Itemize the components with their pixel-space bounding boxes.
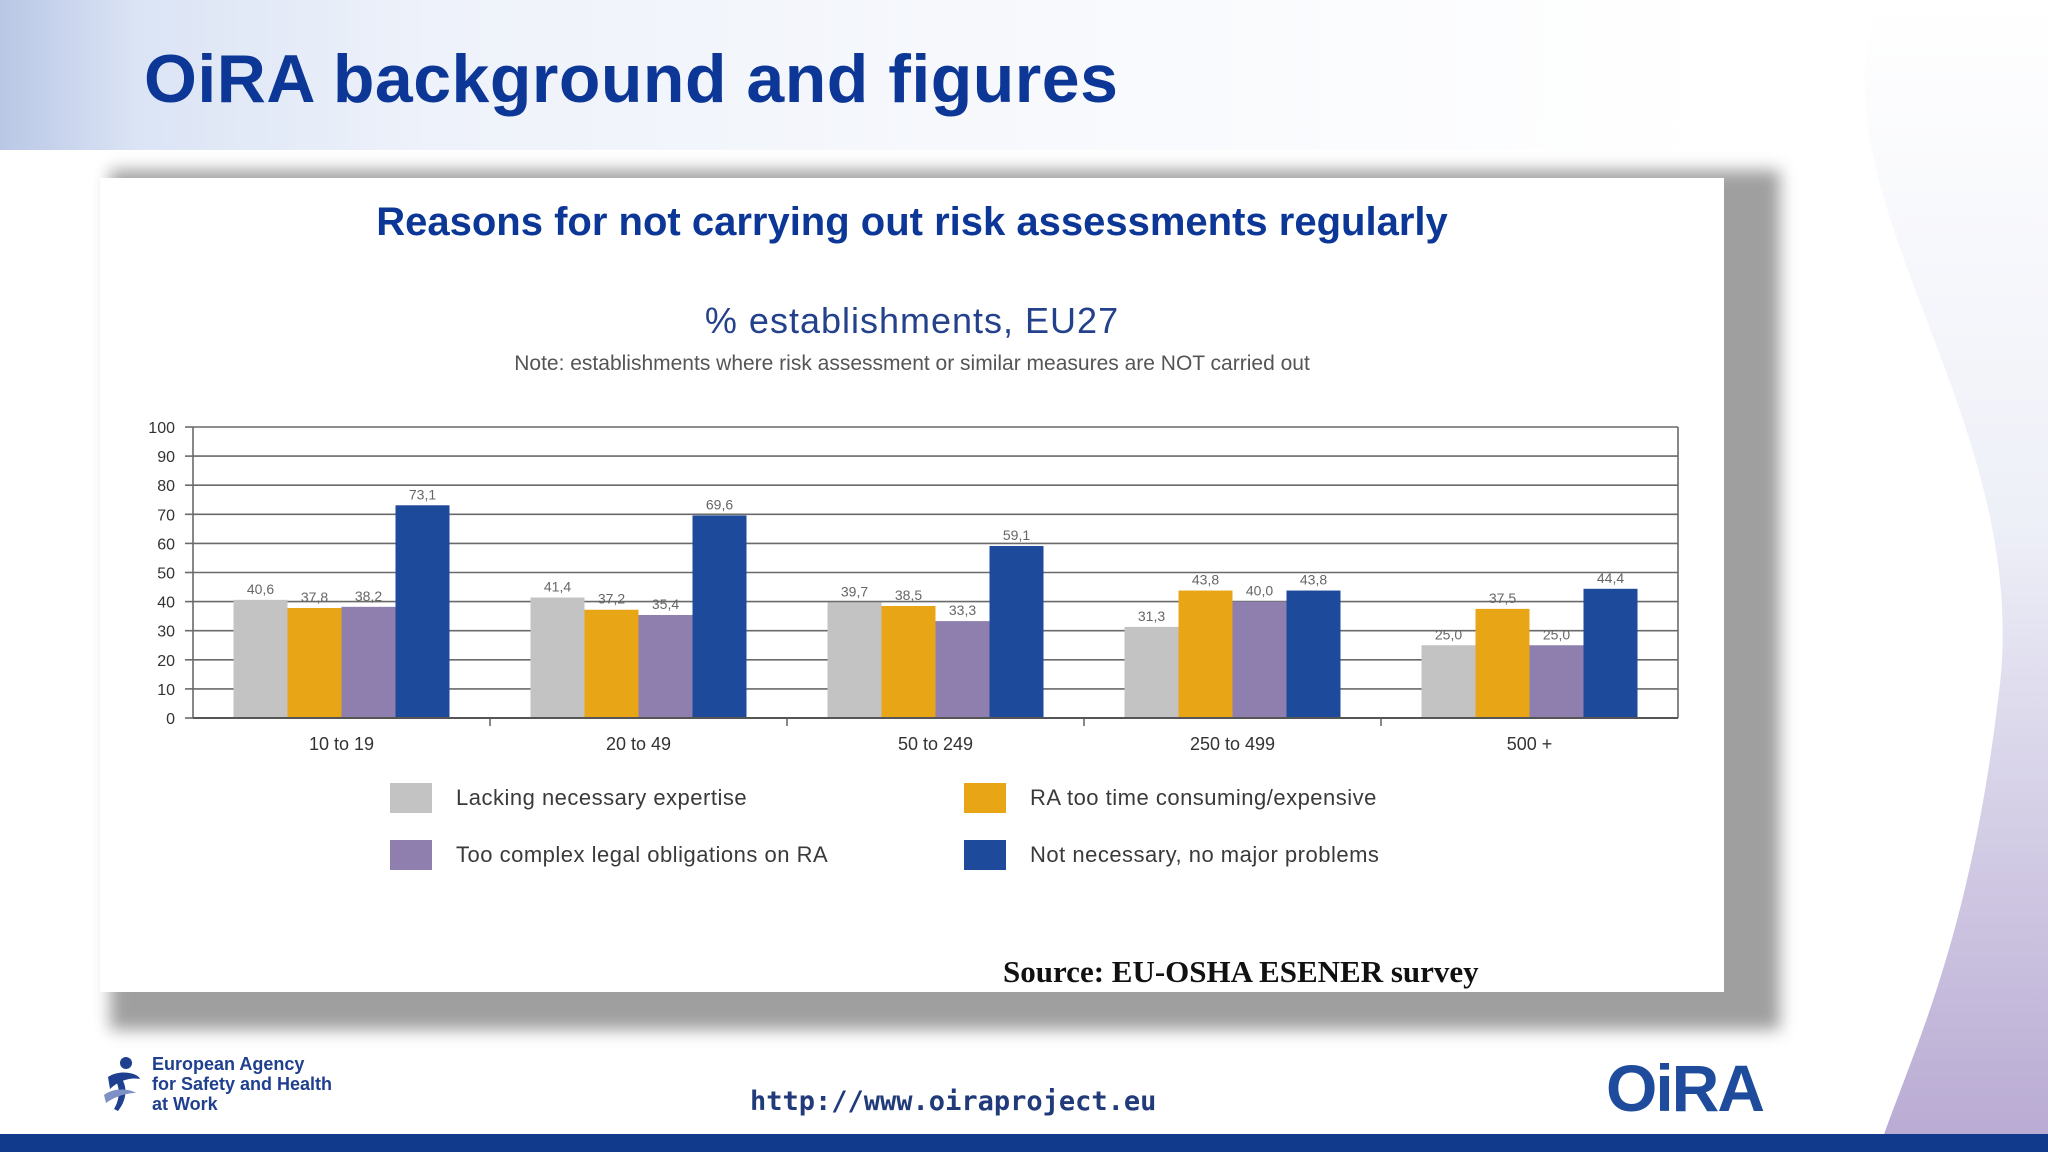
- data-label: 69,6: [706, 496, 733, 512]
- y-tick-label: 20: [157, 653, 175, 670]
- footer-bar: [0, 1134, 2048, 1152]
- legend-label: Not necessary, no major problems: [1030, 842, 1380, 867]
- data-label: 33,3: [949, 602, 976, 618]
- agency-logo-icon: [104, 1057, 140, 1111]
- bar: [1529, 645, 1584, 718]
- bar: [827, 602, 882, 718]
- bar: [233, 599, 288, 718]
- data-label: 43,8: [1192, 572, 1219, 588]
- data-label: 40,6: [247, 581, 274, 597]
- bar: [395, 505, 450, 718]
- bar: [1583, 588, 1638, 718]
- chart-subtitle: Note: establishments where risk assessme…: [514, 352, 1310, 375]
- bar: [287, 608, 342, 718]
- data-label: 73,1: [409, 486, 436, 502]
- y-tick-label: 70: [157, 507, 175, 524]
- legend-label: Lacking necessary expertise: [456, 785, 748, 810]
- data-label: 38,2: [355, 588, 382, 604]
- x-tick-label: 50 to 249: [898, 734, 973, 754]
- y-tick-label: 10: [157, 682, 175, 699]
- data-label: 43,8: [1300, 572, 1327, 588]
- bar: [935, 621, 990, 718]
- data-label: 31,3: [1138, 608, 1165, 624]
- agency-line: European Agency: [152, 1054, 305, 1074]
- data-label: 44,4: [1597, 570, 1624, 586]
- data-label: 37,2: [598, 591, 625, 607]
- bar: [584, 609, 639, 718]
- bar: [638, 614, 693, 718]
- agency-line: at Work: [152, 1094, 218, 1114]
- y-tick-label: 60: [157, 536, 175, 553]
- bar: [1475, 608, 1530, 718]
- y-tick-label: 40: [157, 595, 175, 612]
- legend-item-not-necessary: Not necessary, no major problems: [964, 840, 1379, 870]
- legend-item-time-consuming: RA too time consuming/expensive: [964, 783, 1377, 813]
- y-tick-label: 80: [157, 478, 175, 495]
- legend-swatch: [964, 783, 1006, 813]
- bar: [989, 546, 1044, 718]
- legend-label: Too complex legal obligations on RA: [456, 842, 829, 867]
- bar: [1124, 626, 1179, 718]
- legend-item-expertise: Lacking necessary expertise: [390, 783, 747, 813]
- bar: [1286, 590, 1341, 718]
- legend-label: RA too time consuming/expensive: [1030, 785, 1377, 810]
- data-label: 59,1: [1003, 527, 1030, 543]
- data-label: 37,8: [301, 589, 328, 605]
- bar: [341, 606, 396, 718]
- agency-logo-block: European Agency for Safety and Health at…: [100, 1054, 332, 1114]
- project-url-link[interactable]: http://www.oiraproject.eu: [750, 1086, 1157, 1117]
- data-label: 41,4: [544, 579, 571, 595]
- y-tick-label: 100: [148, 420, 175, 437]
- data-label: 37,5: [1489, 590, 1516, 606]
- oira-logo: OiRA: [1606, 1051, 1765, 1125]
- bar: [1178, 590, 1233, 718]
- agency-name: European Agency for Safety and Health at…: [152, 1054, 332, 1114]
- legend-swatch: [390, 783, 432, 813]
- panel-title: Reasons for not carrying out risk assess…: [376, 200, 1448, 244]
- bar: [881, 605, 936, 718]
- chart-title: % establishments, EU27: [704, 300, 1120, 341]
- data-label: 35,4: [652, 596, 679, 612]
- legend-swatch: [964, 840, 1006, 870]
- x-tick-label: 20 to 49: [606, 734, 671, 754]
- x-tick-label: 500 +: [1507, 734, 1553, 754]
- right-decorative-curve: [1864, 0, 2048, 1152]
- data-label: 25,0: [1435, 626, 1462, 642]
- data-label: 40,0: [1246, 583, 1273, 599]
- data-label: 38,5: [895, 587, 922, 603]
- chart-panel: [100, 178, 1724, 992]
- bar: [1421, 645, 1476, 718]
- slide-title: OiRA background and figures: [144, 41, 1119, 117]
- bar: [530, 597, 585, 718]
- y-tick-label: 30: [157, 624, 175, 641]
- y-tick-label: 50: [157, 566, 175, 583]
- title-band: [0, 0, 1720, 150]
- y-tick-label: 0: [166, 711, 175, 728]
- data-label: 25,0: [1543, 626, 1570, 642]
- agency-line: for Safety and Health: [152, 1074, 333, 1094]
- x-tick-label: 10 to 19: [309, 734, 374, 754]
- legend-swatch: [390, 840, 432, 870]
- y-tick-label: 90: [157, 449, 175, 466]
- legend-item-legal-obligations: Too complex legal obligations on RA: [390, 840, 828, 870]
- x-tick-label: 250 to 499: [1190, 734, 1275, 754]
- data-label: 39,7: [841, 583, 868, 599]
- source-note: Source: EU-OSHA ESENER survey: [1003, 954, 1479, 989]
- bar: [1232, 601, 1287, 718]
- bar: [692, 515, 747, 718]
